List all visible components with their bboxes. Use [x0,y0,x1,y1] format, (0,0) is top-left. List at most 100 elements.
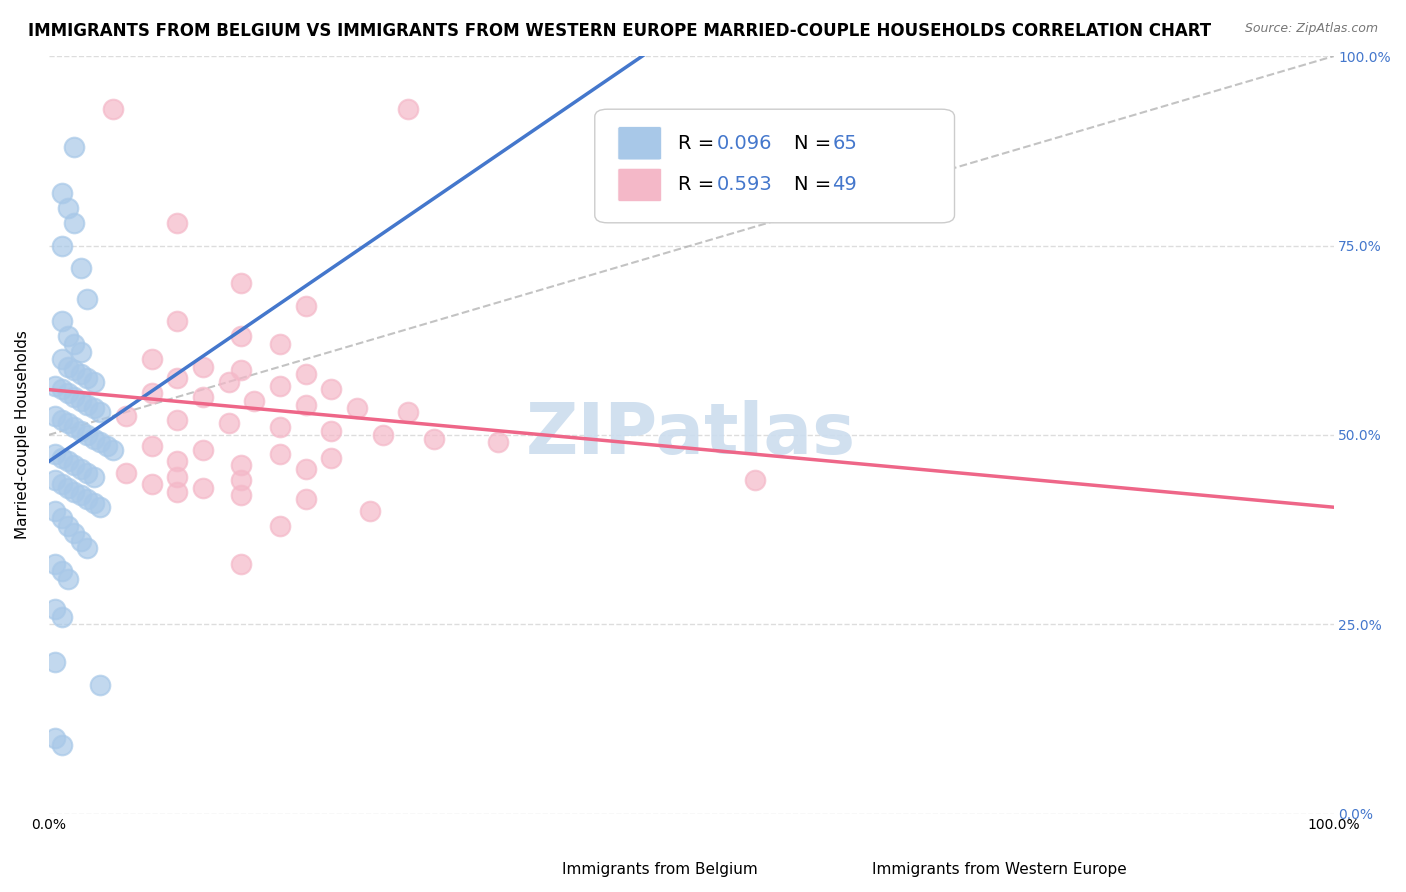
Point [63,337,86,351]
Point [83,496,105,510]
Point [51,383,73,397]
Y-axis label: Married-couple Households: Married-couple Households [15,330,30,540]
Text: 0.096: 0.096 [717,134,772,153]
Point [70,533,93,548]
Text: R =: R = [678,176,721,194]
Text: Immigrants from Belgium: Immigrants from Belgium [562,863,758,877]
Point [231,329,253,343]
Point [231,473,253,487]
Point [321,383,343,397]
Point [269,518,291,533]
Text: ZIPatlas: ZIPatlas [526,401,856,469]
Point [166,413,188,427]
Point [269,447,291,461]
Point [231,363,253,377]
Point [808,791,831,805]
Point [63,484,86,499]
Point [63,390,86,404]
Point [359,503,381,517]
Point [191,359,214,374]
Point [76,466,98,480]
Point [294,492,316,507]
Point [76,292,98,306]
Point [166,216,188,230]
Point [101,442,124,457]
FancyBboxPatch shape [617,127,662,160]
Text: IMMIGRANTS FROM BELGIUM VS IMMIGRANTS FROM WESTERN EUROPE MARRIED-COUPLE HOUSEHO: IMMIGRANTS FROM BELGIUM VS IMMIGRANTS FR… [28,22,1211,40]
Point [166,469,188,483]
Point [70,393,93,408]
Point [89,678,111,692]
Point [191,390,214,404]
Point [89,405,111,419]
Point [51,564,73,578]
Point [44,557,66,571]
Point [231,458,253,472]
Point [63,363,86,377]
Point [294,299,316,313]
Point [218,375,240,389]
Point [371,428,394,442]
Text: 0.593: 0.593 [717,176,772,194]
Point [141,477,163,491]
Point [56,386,79,401]
Point [423,432,446,446]
Point [269,337,291,351]
Text: Immigrants from Western Europe: Immigrants from Western Europe [872,863,1126,877]
Point [486,435,509,450]
Point [51,352,73,367]
Text: Source: ZipAtlas.com: Source: ZipAtlas.com [1244,22,1378,36]
Point [56,201,79,215]
Point [44,378,66,392]
Point [269,420,291,434]
Point [51,238,73,252]
Text: N =: N = [794,176,838,194]
Point [398,102,420,116]
Point [70,344,93,359]
Point [141,352,163,367]
Point [63,140,86,154]
Point [63,458,86,472]
Point [114,466,136,480]
Point [231,277,253,291]
Point [294,368,316,382]
Point [141,439,163,453]
Point [231,488,253,502]
Point [166,314,188,328]
Point [44,473,66,487]
Point [141,386,163,401]
Point [56,518,79,533]
Point [83,375,105,389]
Point [398,405,420,419]
Point [44,409,66,423]
Point [44,503,66,517]
Point [51,413,73,427]
FancyBboxPatch shape [595,109,955,223]
Point [56,417,79,431]
Point [44,602,66,616]
Point [44,655,66,669]
Point [56,572,79,586]
Point [321,450,343,465]
Point [63,216,86,230]
Point [63,526,86,541]
Point [83,432,105,446]
Point [70,368,93,382]
Point [294,462,316,476]
Point [83,401,105,416]
Text: N =: N = [794,134,838,153]
Point [166,371,188,385]
Text: R =: R = [678,134,721,153]
Point [231,557,253,571]
Point [63,420,86,434]
Point [243,393,266,408]
Point [56,481,79,495]
Point [51,450,73,465]
Point [51,477,73,491]
Point [101,102,124,116]
Text: 49: 49 [832,176,858,194]
Point [346,401,368,416]
Point [96,439,118,453]
Point [218,417,240,431]
Point [56,329,79,343]
